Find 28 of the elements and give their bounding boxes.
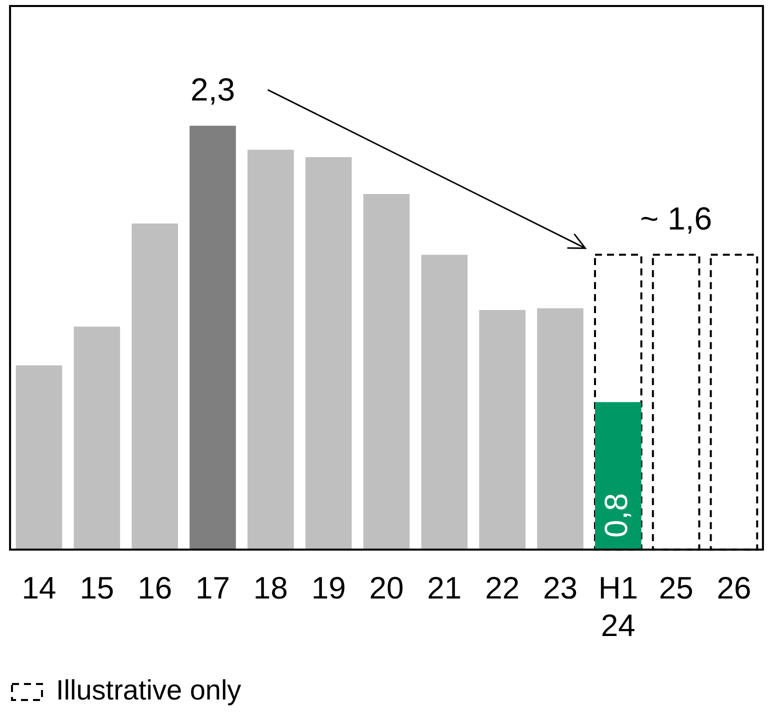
- bar: [305, 157, 352, 550]
- bar: [594, 402, 642, 550]
- bar: [479, 310, 526, 550]
- x-tick-label: 15: [80, 570, 114, 606]
- x-tick-label: 25: [658, 570, 694, 606]
- bar: [132, 223, 178, 550]
- x-tick-label: H1 24: [598, 570, 638, 643]
- x-tick-label: 26: [716, 570, 752, 606]
- x-tick-label: 23: [543, 570, 578, 606]
- data-label: 0,8: [598, 493, 634, 538]
- x-tick-label: 22: [485, 570, 520, 606]
- bar: [16, 365, 62, 550]
- x-tick-label: 17: [196, 570, 230, 606]
- bar: [74, 326, 120, 550]
- x-tick-label: 16: [138, 570, 172, 606]
- bar: [190, 126, 236, 550]
- x-tick-label: 14: [22, 570, 56, 606]
- bar: [537, 308, 584, 550]
- x-tick-label: 19: [311, 570, 346, 606]
- x-tick-label: 18: [253, 570, 288, 606]
- x-tick-label: 20: [369, 570, 404, 606]
- data-label: 2,3: [190, 72, 235, 108]
- legend-label: Illustrative only: [56, 674, 242, 706]
- bar: [248, 150, 294, 550]
- bar: [363, 194, 410, 550]
- bar: [421, 254, 468, 550]
- x-tick-label: 21: [427, 570, 462, 606]
- data-label: ~ 1,6: [640, 200, 712, 237]
